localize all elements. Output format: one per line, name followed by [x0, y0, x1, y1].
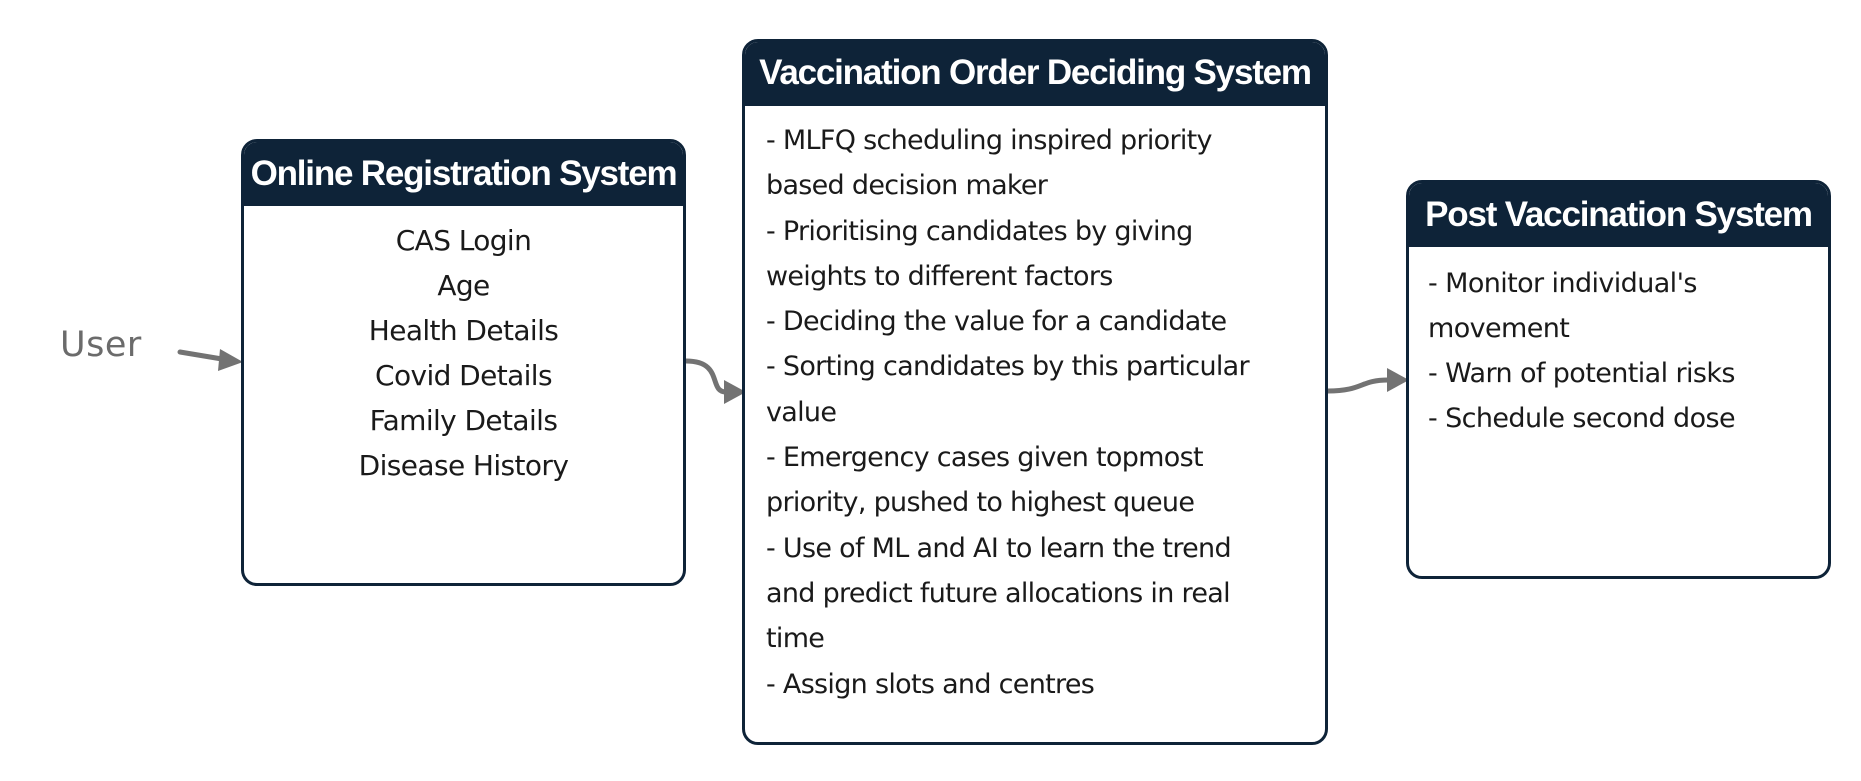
registration-item: CAS Login: [395, 224, 532, 257]
post-vaccination-system-box: Post Vaccination System - Monitor indivi…: [1406, 180, 1831, 579]
registration-item: Disease History: [358, 449, 569, 482]
registration-item: Family Details: [369, 404, 558, 437]
ordering-line: - Assign slots and centres: [766, 668, 1095, 700]
online-registration-system-box: Online Registration System CAS Login Age…: [241, 139, 686, 586]
vaccination-order-deciding-system-title: Vaccination Order Deciding System: [745, 42, 1325, 106]
vaccination-order-deciding-system-body: - MLFQ scheduling inspired priority base…: [745, 106, 1325, 707]
ordering-line: - Use of ML and AI to learn the trend: [766, 532, 1232, 564]
ordering-line: value: [766, 396, 837, 428]
ordering-line: weights to different factors: [766, 260, 1113, 292]
ordering-to-post-arrow: [1325, 377, 1391, 394]
ordering-line: priority, pushed to highest queue: [766, 487, 1195, 519]
vaccination-order-deciding-system-box: Vaccination Order Deciding System - MLFQ…: [742, 39, 1328, 745]
user-label: User: [60, 325, 142, 365]
ordering-line: - MLFQ scheduling inspired priority: [766, 125, 1213, 156]
ordering-line: - Prioritising candidates by giving: [766, 215, 1193, 247]
online-registration-system-title: Online Registration System: [244, 142, 683, 206]
post-line: movement: [1428, 313, 1570, 344]
ordering-line: - Emergency cases given topmost: [766, 442, 1204, 474]
post-vaccination-system-title: Post Vaccination System: [1409, 183, 1828, 247]
registration-item: Age: [437, 269, 490, 302]
post-line: - Schedule second dose: [1428, 403, 1736, 434]
ordering-line: - Deciding the value for a candidate: [766, 306, 1227, 338]
user-to-registration-arrowhead: [218, 349, 243, 371]
ordering-line: - Sorting candidates by this particular: [766, 351, 1250, 383]
registration-item: Covid Details: [375, 359, 553, 392]
post-line: - Monitor individual's: [1428, 268, 1697, 299]
user-to-registration-arrow: [177, 349, 225, 362]
post-line: - Warn of potential risks: [1428, 358, 1735, 389]
ordering-line: time: [766, 623, 825, 655]
online-registration-system-body: CAS Login Age Health Details Covid Detai…: [244, 206, 683, 488]
ordering-line: based decision maker: [766, 170, 1048, 202]
post-vaccination-system-body: - Monitor individual's movement - Warn o…: [1409, 247, 1828, 441]
ordering-line: and predict future allocations in real: [766, 577, 1231, 609]
registration-item: Health Details: [368, 314, 559, 347]
registration-to-ordering-arrow: [683, 358, 729, 395]
